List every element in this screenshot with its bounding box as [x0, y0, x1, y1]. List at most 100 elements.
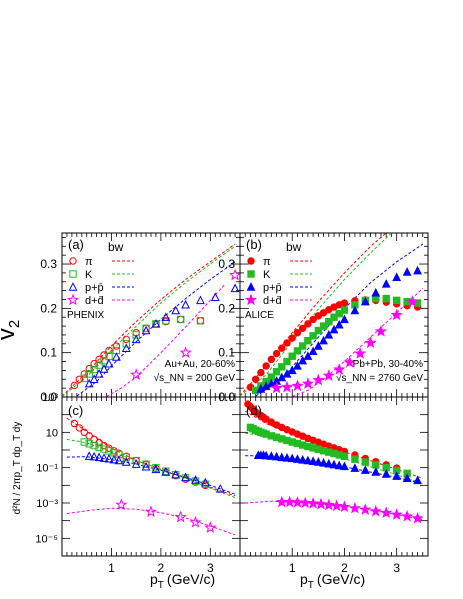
x-tick-label: 1 [289, 561, 296, 575]
data-point [351, 455, 359, 463]
data-point [89, 374, 99, 383]
data-point [314, 312, 323, 320]
data-point [104, 358, 114, 368]
data-point [176, 315, 185, 324]
data-point [319, 458, 328, 467]
data-point [142, 324, 150, 332]
data-point [99, 453, 109, 462]
data-point [100, 445, 108, 453]
data-point [340, 461, 349, 471]
data-point [161, 312, 171, 321]
data-point [275, 495, 288, 508]
x-tick-label: 2 [341, 561, 348, 575]
data-point [141, 461, 151, 471]
x-tick-label: 2 [158, 561, 165, 575]
data-point [340, 299, 349, 307]
data-point [85, 364, 93, 373]
legend-marker [247, 257, 255, 265]
data-point [402, 267, 412, 276]
data-point [267, 355, 276, 364]
data-point [121, 343, 131, 352]
data-point [313, 457, 323, 466]
data-point [80, 374, 88, 383]
data-point [304, 320, 312, 328]
bw-curve [66, 507, 236, 536]
legend-label: K [263, 269, 271, 281]
data-point [359, 503, 372, 515]
data-point [390, 508, 403, 520]
data-point [181, 474, 190, 482]
data-point [196, 317, 205, 325]
legend-marker [69, 270, 77, 278]
data-point [176, 315, 185, 324]
data-point [94, 369, 104, 378]
data-point [84, 451, 94, 460]
data-point [70, 419, 79, 428]
data-point [104, 453, 114, 463]
data-point [340, 314, 349, 324]
legend-label: p+p̄ [263, 282, 282, 294]
data-point [141, 325, 151, 335]
y-tick-label: 10⁻³ [36, 498, 58, 510]
data-point [401, 509, 414, 522]
data-point [132, 456, 140, 465]
data-point [324, 458, 334, 468]
data-point [288, 352, 296, 360]
data-point [298, 355, 308, 365]
data-point [228, 268, 240, 281]
data-point [334, 319, 344, 329]
y-tick-label: 0.1 [40, 346, 57, 360]
y-tick-label: 10⁻¹ [36, 463, 58, 475]
data-point [287, 453, 297, 463]
data-point [191, 477, 200, 485]
data-point [354, 347, 367, 359]
data-point [299, 496, 312, 509]
data-point [272, 349, 281, 358]
top-y-axis-title: v2 [0, 320, 23, 340]
data-point [411, 511, 424, 524]
x-tick-label: 3 [207, 561, 214, 575]
data-point [99, 364, 109, 373]
data-point [204, 521, 217, 533]
data-point [340, 452, 349, 461]
data-point [309, 315, 317, 324]
annotation-line: Au+Au, 20-60% [165, 359, 235, 370]
data-point [266, 451, 276, 460]
data-point [94, 452, 104, 462]
experiment-label: PHENIX [67, 310, 105, 321]
data-point [95, 361, 103, 369]
data-point [374, 324, 388, 337]
data-point [85, 370, 93, 378]
data-point [210, 292, 220, 301]
data-point [80, 438, 88, 446]
legend-label: p+p̄ [85, 282, 104, 294]
data-point [329, 459, 339, 469]
y-tick-label: 10³ [42, 392, 58, 404]
data-point [303, 455, 313, 465]
data-point [406, 295, 419, 307]
data-point [75, 375, 84, 383]
y-tick-label: 0.0 [40, 390, 57, 404]
data-point [152, 463, 160, 472]
data-point [288, 334, 296, 342]
data-point [360, 465, 370, 474]
data-point [360, 296, 370, 306]
data-point [319, 309, 328, 317]
data-point [333, 363, 346, 375]
data-point [301, 377, 314, 389]
x-axis-title-right: pT (GeV/c) [300, 571, 365, 591]
legend-marker [244, 293, 258, 306]
data-point [121, 457, 131, 466]
data-point [85, 432, 93, 440]
data-point [95, 443, 103, 452]
data-point [293, 361, 302, 370]
legend-marker [246, 282, 256, 291]
data-point [283, 339, 291, 347]
data-point [122, 340, 130, 348]
data-point [70, 381, 79, 390]
data-point [90, 365, 98, 374]
legend-label: d+d̄ [263, 295, 282, 307]
data-point [196, 295, 205, 305]
data-point [144, 505, 158, 518]
